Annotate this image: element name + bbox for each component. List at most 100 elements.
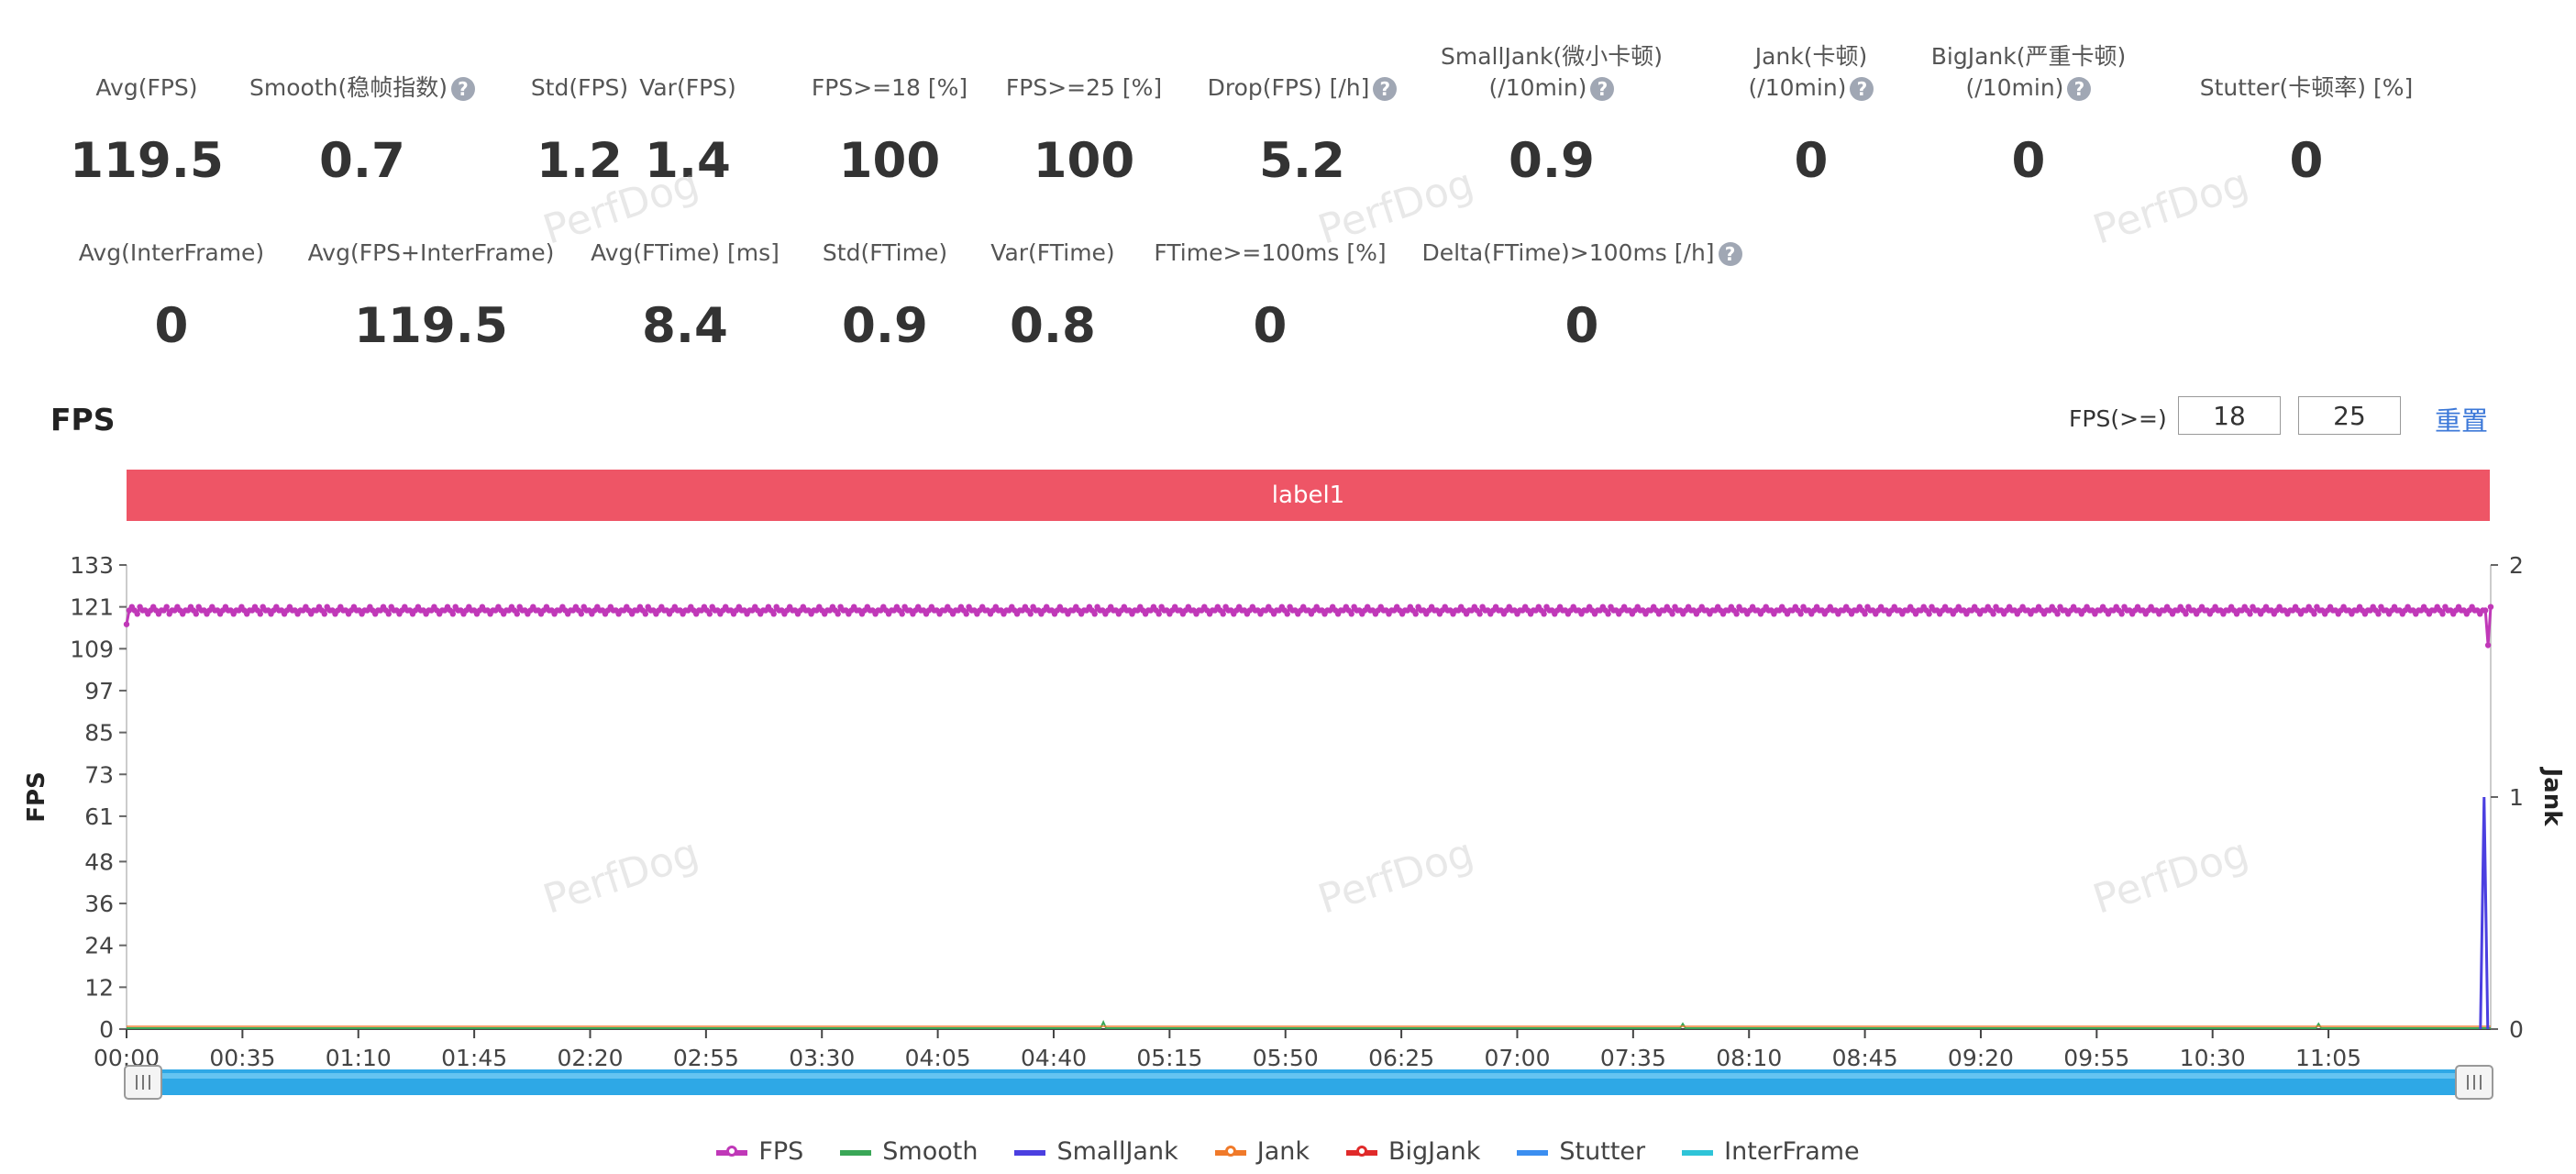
metric-block: Stutter(卡顿率) [%] 0 xyxy=(2141,72,2471,189)
legend-label: BigJank xyxy=(1388,1137,1481,1166)
chart-legend: FPS Smooth SmallJank Jank BigJank Stutter Inte… xyxy=(0,1137,2576,1166)
x-tick-label: 06:25 xyxy=(1368,1045,1434,1071)
help-icon[interactable]: ? xyxy=(2067,77,2092,101)
metric-label: Var(FTime) xyxy=(990,239,1115,266)
legend-swatch-icon xyxy=(1214,1145,1246,1157)
fps-point xyxy=(1605,611,1611,617)
help-icon[interactable]: ? xyxy=(450,77,475,101)
fps-point xyxy=(1990,611,1996,617)
legend-item-stutter[interactable]: Stutter xyxy=(1517,1137,1645,1166)
help-icon[interactable]: ? xyxy=(1718,242,1742,266)
fps-threshold-low-input[interactable] xyxy=(2178,396,2281,435)
legend-swatch-icon xyxy=(1682,1149,1714,1156)
fps-point xyxy=(2183,611,2189,617)
y-tick-label: 121 xyxy=(70,594,114,621)
x-tick-label: 08:10 xyxy=(1716,1045,1782,1071)
help-icon[interactable]: ? xyxy=(1590,77,1615,101)
legend-item-interframe[interactable]: InterFrame xyxy=(1682,1137,1860,1166)
legend-label: Smooth xyxy=(882,1137,978,1166)
legend-item-bigjank[interactable]: BigJank xyxy=(1346,1137,1480,1166)
y-tick-label: 36 xyxy=(84,891,114,917)
metric-block: Delta(FTime)>100ms [/h]? 0 xyxy=(1417,238,1747,354)
fps-point xyxy=(2311,611,2317,617)
fps-point xyxy=(2439,611,2446,617)
fps-point xyxy=(706,611,713,617)
metric-block: Smooth(稳帧指数)? 0.7 xyxy=(197,72,527,189)
y-tick-label: 61 xyxy=(84,803,114,830)
fps-point xyxy=(1669,611,1675,617)
metric-value: 0 xyxy=(1564,298,1599,354)
metric-value: 0 xyxy=(1794,133,1829,189)
legend-label: Stutter xyxy=(1559,1137,1646,1166)
metric-label: FPS>=25 [%] xyxy=(1005,74,1163,101)
y2-tick-label: 2 xyxy=(2509,552,2524,579)
help-icon[interactable]: ? xyxy=(1850,77,1874,101)
fps-point xyxy=(257,611,263,617)
metric-block: FTime>=100ms [%] 0 xyxy=(1105,238,1435,354)
fps-point xyxy=(1155,611,1162,617)
metric-block: FPS>=25 [%] 100 xyxy=(919,72,1249,189)
metric-label: Avg(FPS) xyxy=(95,74,198,101)
metric-block: Var(FPS) 1.4 xyxy=(523,72,853,189)
fps-point xyxy=(835,611,841,617)
metric-label: FPS>=18 [%] xyxy=(811,74,968,101)
legend-item-smalljank[interactable]: SmallJank xyxy=(1014,1137,1178,1166)
fps-point xyxy=(1797,611,1804,617)
metric-label: Smooth(稳帧指数)? xyxy=(197,72,527,104)
fps-point xyxy=(2054,611,2061,617)
x-tick-label: 05:15 xyxy=(1136,1045,1202,1071)
metric-label: Avg(FPS+InterFrame) xyxy=(307,239,555,266)
metric-block: Drop(FPS) [/h]? 5.2 xyxy=(1137,72,1467,189)
legend-item-jank[interactable]: Jank xyxy=(1214,1137,1310,1166)
label-bar[interactable]: label1 xyxy=(127,470,2490,521)
fps-point xyxy=(1862,611,1868,617)
metric-value: 100 xyxy=(838,133,941,189)
fps-point xyxy=(642,611,648,617)
fps-point xyxy=(2482,607,2489,614)
x-tick-label: 07:35 xyxy=(1600,1045,1666,1071)
metric-label-unit: (/10min)? xyxy=(1387,72,1717,104)
y-tick-label: 0 xyxy=(99,1016,114,1043)
fps-point xyxy=(514,611,520,617)
fps-point xyxy=(578,611,584,617)
fps-point xyxy=(1220,611,1226,617)
fps-point xyxy=(963,611,969,617)
metric-value: 0 xyxy=(2011,133,2046,189)
fps-threshold-label: FPS(>=) xyxy=(2069,405,2167,432)
fps-point xyxy=(2118,611,2125,617)
metric-block: BigJank(严重卡顿) (/10min)? 0 xyxy=(1863,41,2194,189)
legend-swatch-icon xyxy=(1346,1145,1377,1157)
x-tick-label: 04:40 xyxy=(1021,1045,1087,1071)
help-icon[interactable]: ? xyxy=(1373,77,1398,101)
legend-swatch-icon xyxy=(1517,1149,1549,1156)
metric-block: Avg(FPS+InterFrame) 119.5 xyxy=(266,238,596,354)
y-tick-label: 12 xyxy=(84,974,114,1001)
fps-point xyxy=(899,611,905,617)
x-tick-label: 08:45 xyxy=(1832,1045,1898,1071)
legend-item-smooth[interactable]: Smooth xyxy=(840,1137,978,1166)
fps-point xyxy=(321,611,327,617)
metric-value: 8.4 xyxy=(642,298,728,354)
legend-swatch-icon xyxy=(840,1149,872,1156)
fps-point xyxy=(1412,611,1419,617)
metric-label: Delta(FTime)>100ms [/h]? xyxy=(1417,238,1747,269)
reset-button[interactable]: 重置 xyxy=(2435,405,2489,437)
fps-point xyxy=(134,611,140,617)
metric-value: 5.2 xyxy=(1259,133,1345,189)
metric-block: Std(FTime) 0.9 xyxy=(720,238,1050,354)
y-tick-label: 97 xyxy=(84,678,114,704)
fps-point xyxy=(2247,611,2253,617)
metric-block: Avg(InterFrame) 0 xyxy=(6,238,337,354)
metric-label-unit: (/10min)? xyxy=(1863,72,2194,104)
metric-value: 100 xyxy=(1033,133,1135,189)
legend-label: InterFrame xyxy=(1724,1137,1860,1166)
metric-label: Stutter(卡顿率) [%] xyxy=(2199,74,2414,101)
fps-point xyxy=(449,611,456,617)
metric-block: Std(FPS) 1.2 xyxy=(415,72,745,189)
metric-label: Avg(InterFrame) xyxy=(78,239,265,266)
fps-threshold-high-input[interactable] xyxy=(2298,396,2401,435)
legend-item-fps[interactable]: FPS xyxy=(716,1137,803,1166)
y2-tick-label: 0 xyxy=(2509,1016,2524,1043)
metric-value: 0.7 xyxy=(319,133,405,189)
